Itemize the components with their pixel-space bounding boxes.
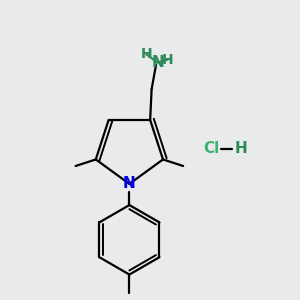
Text: N: N [151,55,164,70]
Text: H: H [140,47,152,61]
Text: N: N [123,176,136,191]
Text: H: H [235,141,248,156]
Text: Cl: Cl [204,141,220,156]
Text: H: H [162,52,174,67]
